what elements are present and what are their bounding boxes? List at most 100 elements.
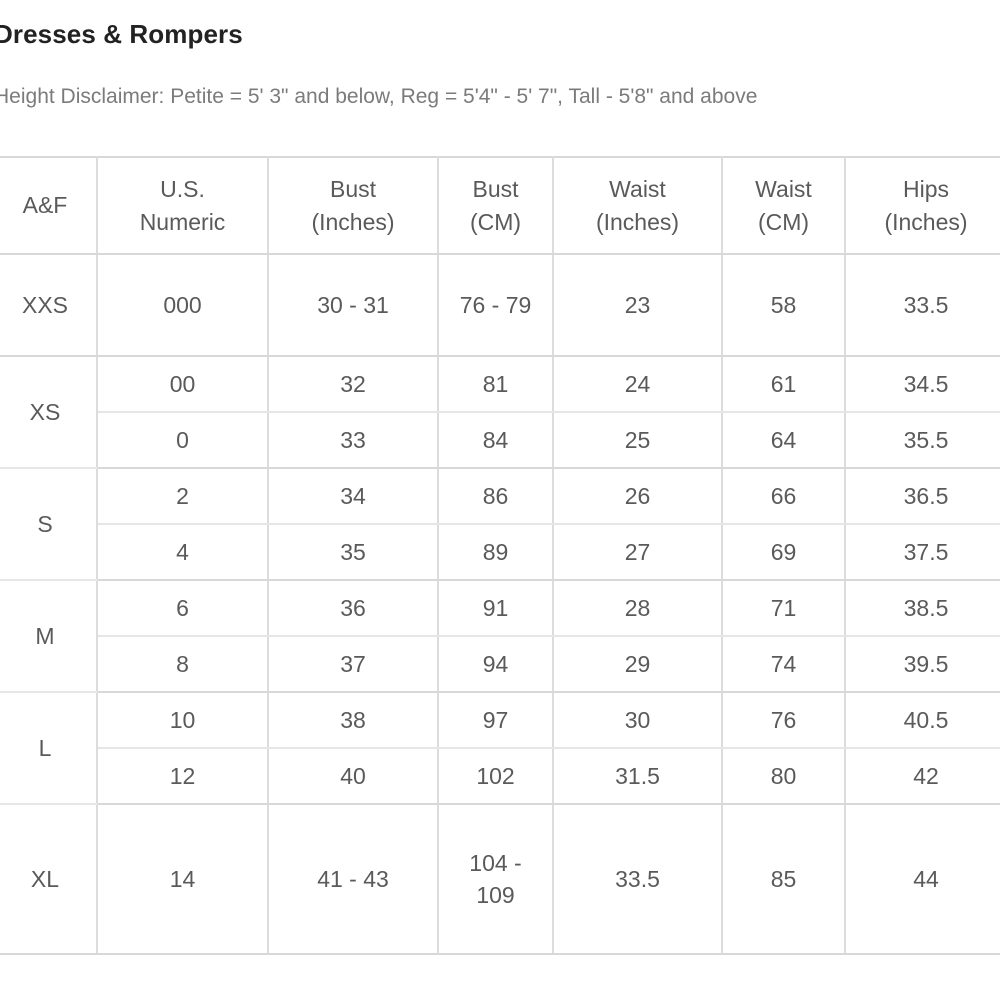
cell-us-numeric: 00 xyxy=(97,356,269,413)
cell-us-numeric: 10 xyxy=(97,692,269,749)
page-title: Dresses & Rompers xyxy=(0,19,243,49)
cell-bust-cm: 86 xyxy=(438,468,554,525)
cell-bust-cm: 91 xyxy=(438,580,554,637)
table-body: XXS 000 30 - 31 76 - 79 23 58 33.5 XS 00 32 81 24 61… xyxy=(0,254,1000,955)
cell-us-numeric: 4 xyxy=(97,524,269,581)
size-chart-table-wrap: A&F U.S. Numeric Bust (Inches) Bust (CM) Waist (… xyxy=(0,156,1000,955)
cell-waist-in: 27 xyxy=(553,524,723,581)
cell-bust-in: 41 - 43 xyxy=(268,804,439,955)
cell-bust-cm: 89 xyxy=(438,524,554,581)
cell-waist-in: 23 xyxy=(553,254,723,357)
cell-waist-in: 26 xyxy=(553,468,723,525)
column-header-line: Waist xyxy=(609,175,666,202)
column-header-line: (Inches) xyxy=(311,208,395,235)
cell-us-numeric: 8 xyxy=(97,636,269,693)
column-header-line: (CM) xyxy=(469,208,522,235)
cell-hips-in: 44 xyxy=(845,804,1000,955)
cell-hips-in: 34.5 xyxy=(845,356,1000,413)
column-header-3: Bust (CM) xyxy=(438,157,554,255)
table-row: S 2 34 86 26 66 36.5 xyxy=(0,468,1000,581)
column-header-0: A&F xyxy=(0,157,98,255)
cell-waist-cm: 71 xyxy=(722,580,846,637)
cell-hips-in: 35.5 xyxy=(845,412,1000,469)
cell-hips-in: 42 xyxy=(845,748,1000,805)
cell-waist-in: 29 xyxy=(553,636,723,693)
cell-bust-cm: 76 - 79 xyxy=(438,254,554,357)
column-header-4: Waist (Inches) xyxy=(553,157,723,255)
cell-hips-in: 38.5 xyxy=(845,580,1000,637)
size-label-xl: XL xyxy=(0,804,98,955)
column-header-1: U.S. Numeric xyxy=(97,157,269,255)
table-row: 0 33 84 25 64 35.5 xyxy=(0,412,1000,469)
cell-hips-in: 40.5 xyxy=(845,692,1000,749)
cell-bust-in: 32 xyxy=(268,356,439,413)
cell-waist-cm: 69 xyxy=(722,524,846,581)
cell-waist-cm: 85 xyxy=(722,804,846,955)
table-header: A&F U.S. Numeric Bust (Inches) Bust (CM) Waist (… xyxy=(0,157,1000,255)
cell-waist-in: 31.5 xyxy=(553,748,723,805)
cell-bust-cm: 102 xyxy=(438,748,554,805)
column-header-line: (Inches) xyxy=(595,208,680,235)
cell-waist-in: 28 xyxy=(553,580,723,637)
cell-waist-cm: 76 xyxy=(722,692,846,749)
size-label-m: M xyxy=(0,580,98,693)
cell-us-numeric: 000 xyxy=(97,254,269,357)
cell-bust-in: 38 xyxy=(268,692,439,749)
cell-bust-cm: 94 xyxy=(438,636,554,693)
cell-bust-cm: 81 xyxy=(438,356,554,413)
cell-hips-in: 36.5 xyxy=(845,468,1000,525)
table-row: 12 40 102 31.5 80 42 xyxy=(0,748,1000,805)
column-header-2: Bust (Inches) xyxy=(268,157,439,255)
cell-waist-cm: 64 xyxy=(722,412,846,469)
cell-us-numeric: 0 xyxy=(97,412,269,469)
column-header-line: A&F xyxy=(22,192,68,218)
cell-bust-in: 34 xyxy=(268,468,439,525)
column-header-line: Bust xyxy=(329,175,377,202)
cell-hips-in: 33.5 xyxy=(845,254,1000,357)
size-chart-table: A&F U.S. Numeric Bust (Inches) Bust (CM) Waist (… xyxy=(0,156,1000,955)
column-header-line: (CM) xyxy=(757,208,810,235)
cell-bust-cm: 97 xyxy=(438,692,554,749)
cell-us-numeric: 12 xyxy=(97,748,269,805)
cell-hips-in: 39.5 xyxy=(845,636,1000,693)
cell-us-numeric: 2 xyxy=(97,468,269,525)
cell-bust-in: 30 - 31 xyxy=(268,254,439,357)
height-disclaimer: Height Disclaimer: Petite = 5' 3" and be… xyxy=(0,85,758,108)
size-label-xs: XS xyxy=(0,356,98,469)
column-header-6: Hips (Inches) xyxy=(845,157,1000,255)
cell-bust-in: 40 xyxy=(268,748,439,805)
size-chart-page: Dresses & Rompers Height Disclaimer: Pet… xyxy=(0,19,1000,955)
cell-waist-cm: 61 xyxy=(722,356,846,413)
column-header-line: Waist xyxy=(755,175,812,202)
table-row: XL 14 41 - 43 104 - 109 33.5 85 44 xyxy=(0,804,1000,955)
cell-bust-in: 33 xyxy=(268,412,439,469)
cell-waist-cm: 80 xyxy=(722,748,846,805)
column-header-line: U.S. xyxy=(160,175,205,202)
size-label-xxs: XXS xyxy=(0,254,98,357)
table-row: L 10 38 97 30 76 40.5 xyxy=(0,692,1000,805)
column-header-line: Numeric xyxy=(139,208,226,235)
cell-bust-in: 37 xyxy=(268,636,439,693)
cell-bust-in: 36 xyxy=(268,580,439,637)
cell-bust-in: 35 xyxy=(268,524,439,581)
cell-hips-in: 37.5 xyxy=(845,524,1000,581)
table-row: M 6 36 91 28 71 38.5 xyxy=(0,580,1000,693)
cell-waist-cm: 58 xyxy=(722,254,846,357)
column-header-line: (Inches) xyxy=(884,208,968,235)
cell-waist-cm: 66 xyxy=(722,468,846,525)
cell-waist-cm: 74 xyxy=(722,636,846,693)
table-row: 4 35 89 27 69 37.5 xyxy=(0,524,1000,581)
cell-waist-in: 24 xyxy=(553,356,723,413)
column-header-5: Waist (CM) xyxy=(722,157,846,255)
table-header-row: A&F U.S. Numeric Bust (Inches) Bust (CM) Waist (… xyxy=(0,157,1000,255)
table-row: XS 00 32 81 24 61 34.5 xyxy=(0,356,1000,469)
column-header-line: Hips xyxy=(902,175,949,202)
cell-waist-in: 25 xyxy=(553,412,723,469)
size-label-l: L xyxy=(0,692,98,805)
cell-us-numeric: 14 xyxy=(97,804,269,955)
table-row: 8 37 94 29 74 39.5 xyxy=(0,636,1000,693)
table-row: XXS 000 30 - 31 76 - 79 23 58 33.5 xyxy=(0,254,1000,357)
cell-waist-in: 33.5 xyxy=(553,804,723,955)
cell-us-numeric: 6 xyxy=(97,580,269,637)
cell-bust-cm: 84 xyxy=(438,412,554,469)
